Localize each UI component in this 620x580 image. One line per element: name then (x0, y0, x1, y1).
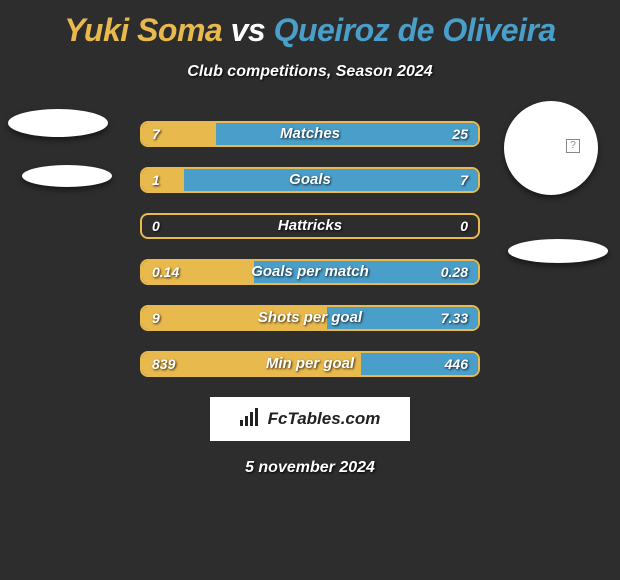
player1-avatar-block (8, 109, 118, 187)
stat-value-right: 0.28 (441, 261, 468, 283)
stat-row: 0Hattricks0 (140, 213, 480, 239)
stat-label: Min per goal (142, 353, 478, 375)
stat-row: 9Shots per goal7.33 (140, 305, 480, 331)
footer-date: 5 november 2024 (0, 459, 620, 477)
subtitle: Club competitions, Season 2024 (0, 63, 620, 81)
stat-row: 839Min per goal446 (140, 351, 480, 377)
stat-label: Shots per goal (142, 307, 478, 329)
stat-value-right: 0 (460, 215, 468, 237)
player2-avatar-block: ? (498, 101, 608, 263)
brand-badge: FcTables.com (210, 397, 410, 441)
player2-avatar-circle: ? (504, 101, 598, 195)
stat-row: 7Matches25 (140, 121, 480, 147)
stat-value-right: 446 (445, 353, 468, 375)
player2-name: Queiroz de Oliveira (274, 12, 556, 48)
player1-avatar-ellipse (8, 109, 108, 137)
stat-value-right: 7 (460, 169, 468, 191)
stat-row: 0.14Goals per match0.28 (140, 259, 480, 285)
player1-avatar-shadow (22, 165, 112, 187)
stat-label: Matches (142, 123, 478, 145)
stat-row: 1Goals7 (140, 167, 480, 193)
player2-avatar-shadow (508, 239, 608, 263)
stat-value-right: 7.33 (441, 307, 468, 329)
stat-bars-container: 7Matches251Goals70Hattricks00.14Goals pe… (140, 121, 480, 377)
stat-label: Goals (142, 169, 478, 191)
stat-label: Goals per match (142, 261, 478, 283)
stat-label: Hattricks (142, 215, 478, 237)
brand-text: FcTables.com (268, 409, 381, 429)
vs-separator: vs (231, 12, 266, 48)
image-placeholder-icon: ? (566, 139, 580, 153)
stat-value-right: 25 (452, 123, 468, 145)
player1-name: Yuki Soma (64, 12, 222, 48)
comparison-area: ? 7Matches251Goals70Hattricks00.14Goals … (0, 121, 620, 477)
comparison-title: Yuki Soma vs Queiroz de Oliveira (0, 0, 620, 49)
brand-logo-icon (240, 408, 262, 431)
